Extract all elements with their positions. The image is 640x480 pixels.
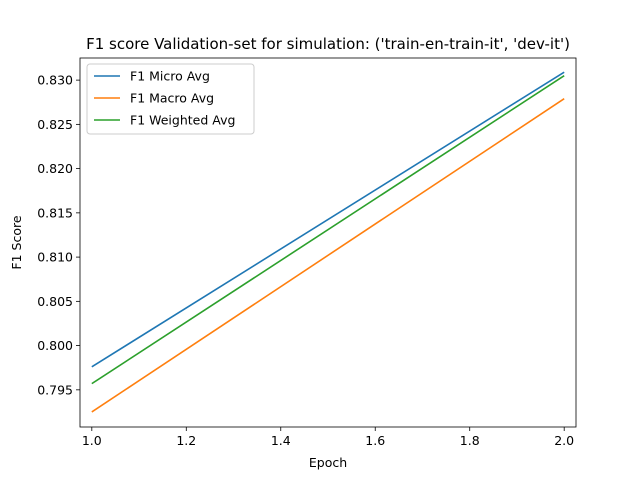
y-axis: 0.795 0.800 0.805 0.810 0.815 0.820 0.825 0.830 (37, 73, 80, 397)
x-tick-label: 1.6 (365, 433, 385, 448)
chart-title: F1 score Validation-set for simulation: … (86, 35, 570, 53)
axes-frame (79, 57, 577, 428)
legend-label: F1 Micro Avg (130, 69, 210, 84)
series-lines (91, 71, 565, 413)
series-line-2 (91, 98, 565, 413)
y-axis-label: F1 Score (9, 215, 24, 269)
legend: F1 Micro Avg F1 Macro Avg F1 Weighted Avg (86, 63, 255, 135)
legend-label: F1 Weighted Avg (130, 113, 235, 128)
legend-box (86, 63, 255, 135)
x-tick-label: 1.2 (176, 433, 196, 448)
y-tick-label: 0.820 (37, 161, 73, 176)
series-line-1 (91, 71, 565, 368)
x-axis-label: Epoch (309, 455, 347, 470)
x-tick-label: 2.0 (554, 433, 574, 448)
x-axis: 1.0 1.2 1.4 1.6 1.8 2.0 (82, 427, 574, 448)
y-tick-label: 0.800 (37, 338, 73, 353)
legend-label: F1 Macro Avg (130, 91, 214, 106)
y-tick-label: 0.805 (37, 294, 73, 309)
y-tick-label: 0.830 (37, 73, 73, 88)
x-tick-label: 1.4 (271, 433, 291, 448)
y-tick-label: 0.795 (37, 382, 73, 397)
y-tick-label: 0.815 (37, 205, 73, 220)
y-tick-label: 0.825 (37, 117, 73, 132)
x-tick-label: 1.8 (460, 433, 480, 448)
series-line-3 (91, 75, 565, 385)
y-tick-label: 0.810 (37, 250, 73, 265)
x-tick-label: 1.0 (82, 433, 102, 448)
